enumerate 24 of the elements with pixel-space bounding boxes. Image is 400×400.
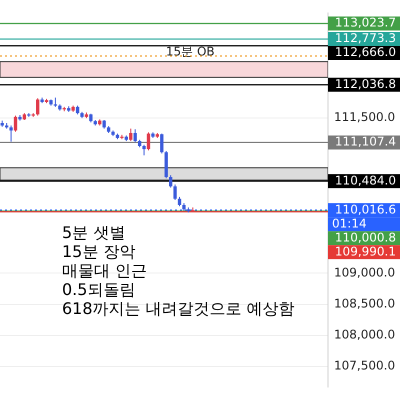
y-tick-label: 108,000.0 [334,327,396,342]
candlestick [146,132,150,151]
candlestick [129,128,132,142]
y-tick-label: 109,000.0 [334,265,396,280]
candlestick [36,98,40,116]
ref-line-label: 110,000.8 [334,230,396,244]
y-tick-label: 111,500.0 [334,110,396,124]
candlestick [173,184,177,200]
ref-line-label: 113,023.7 [334,16,396,30]
band-label: 15분 OB [166,44,215,59]
annotation: 5분 샛별 15분 장악 매물대 인근 0.5되돌림 618까지는 내려갈것으로 예상함 [62,223,295,318]
ref-line-label: 109,990.1 [334,244,396,258]
y-tick-label: 108,500.0 [334,296,396,310]
candlestick [160,133,164,154]
ref-line-label: 112,666.0 [334,45,396,60]
ref-line-label: 112,036.8 [334,76,396,91]
ref-line-label: 111,107.4 [334,134,396,149]
candlestick [134,128,137,143]
candlestick [168,174,172,188]
ref-line-label: 110,484.0 [334,173,396,188]
ref-line-label: 110,016.6 [334,202,396,216]
y-tick-label: 107,500.0 [334,358,396,372]
text: 01:14 [332,216,367,230]
ref-line-label: 112,773.3 [334,31,396,46]
